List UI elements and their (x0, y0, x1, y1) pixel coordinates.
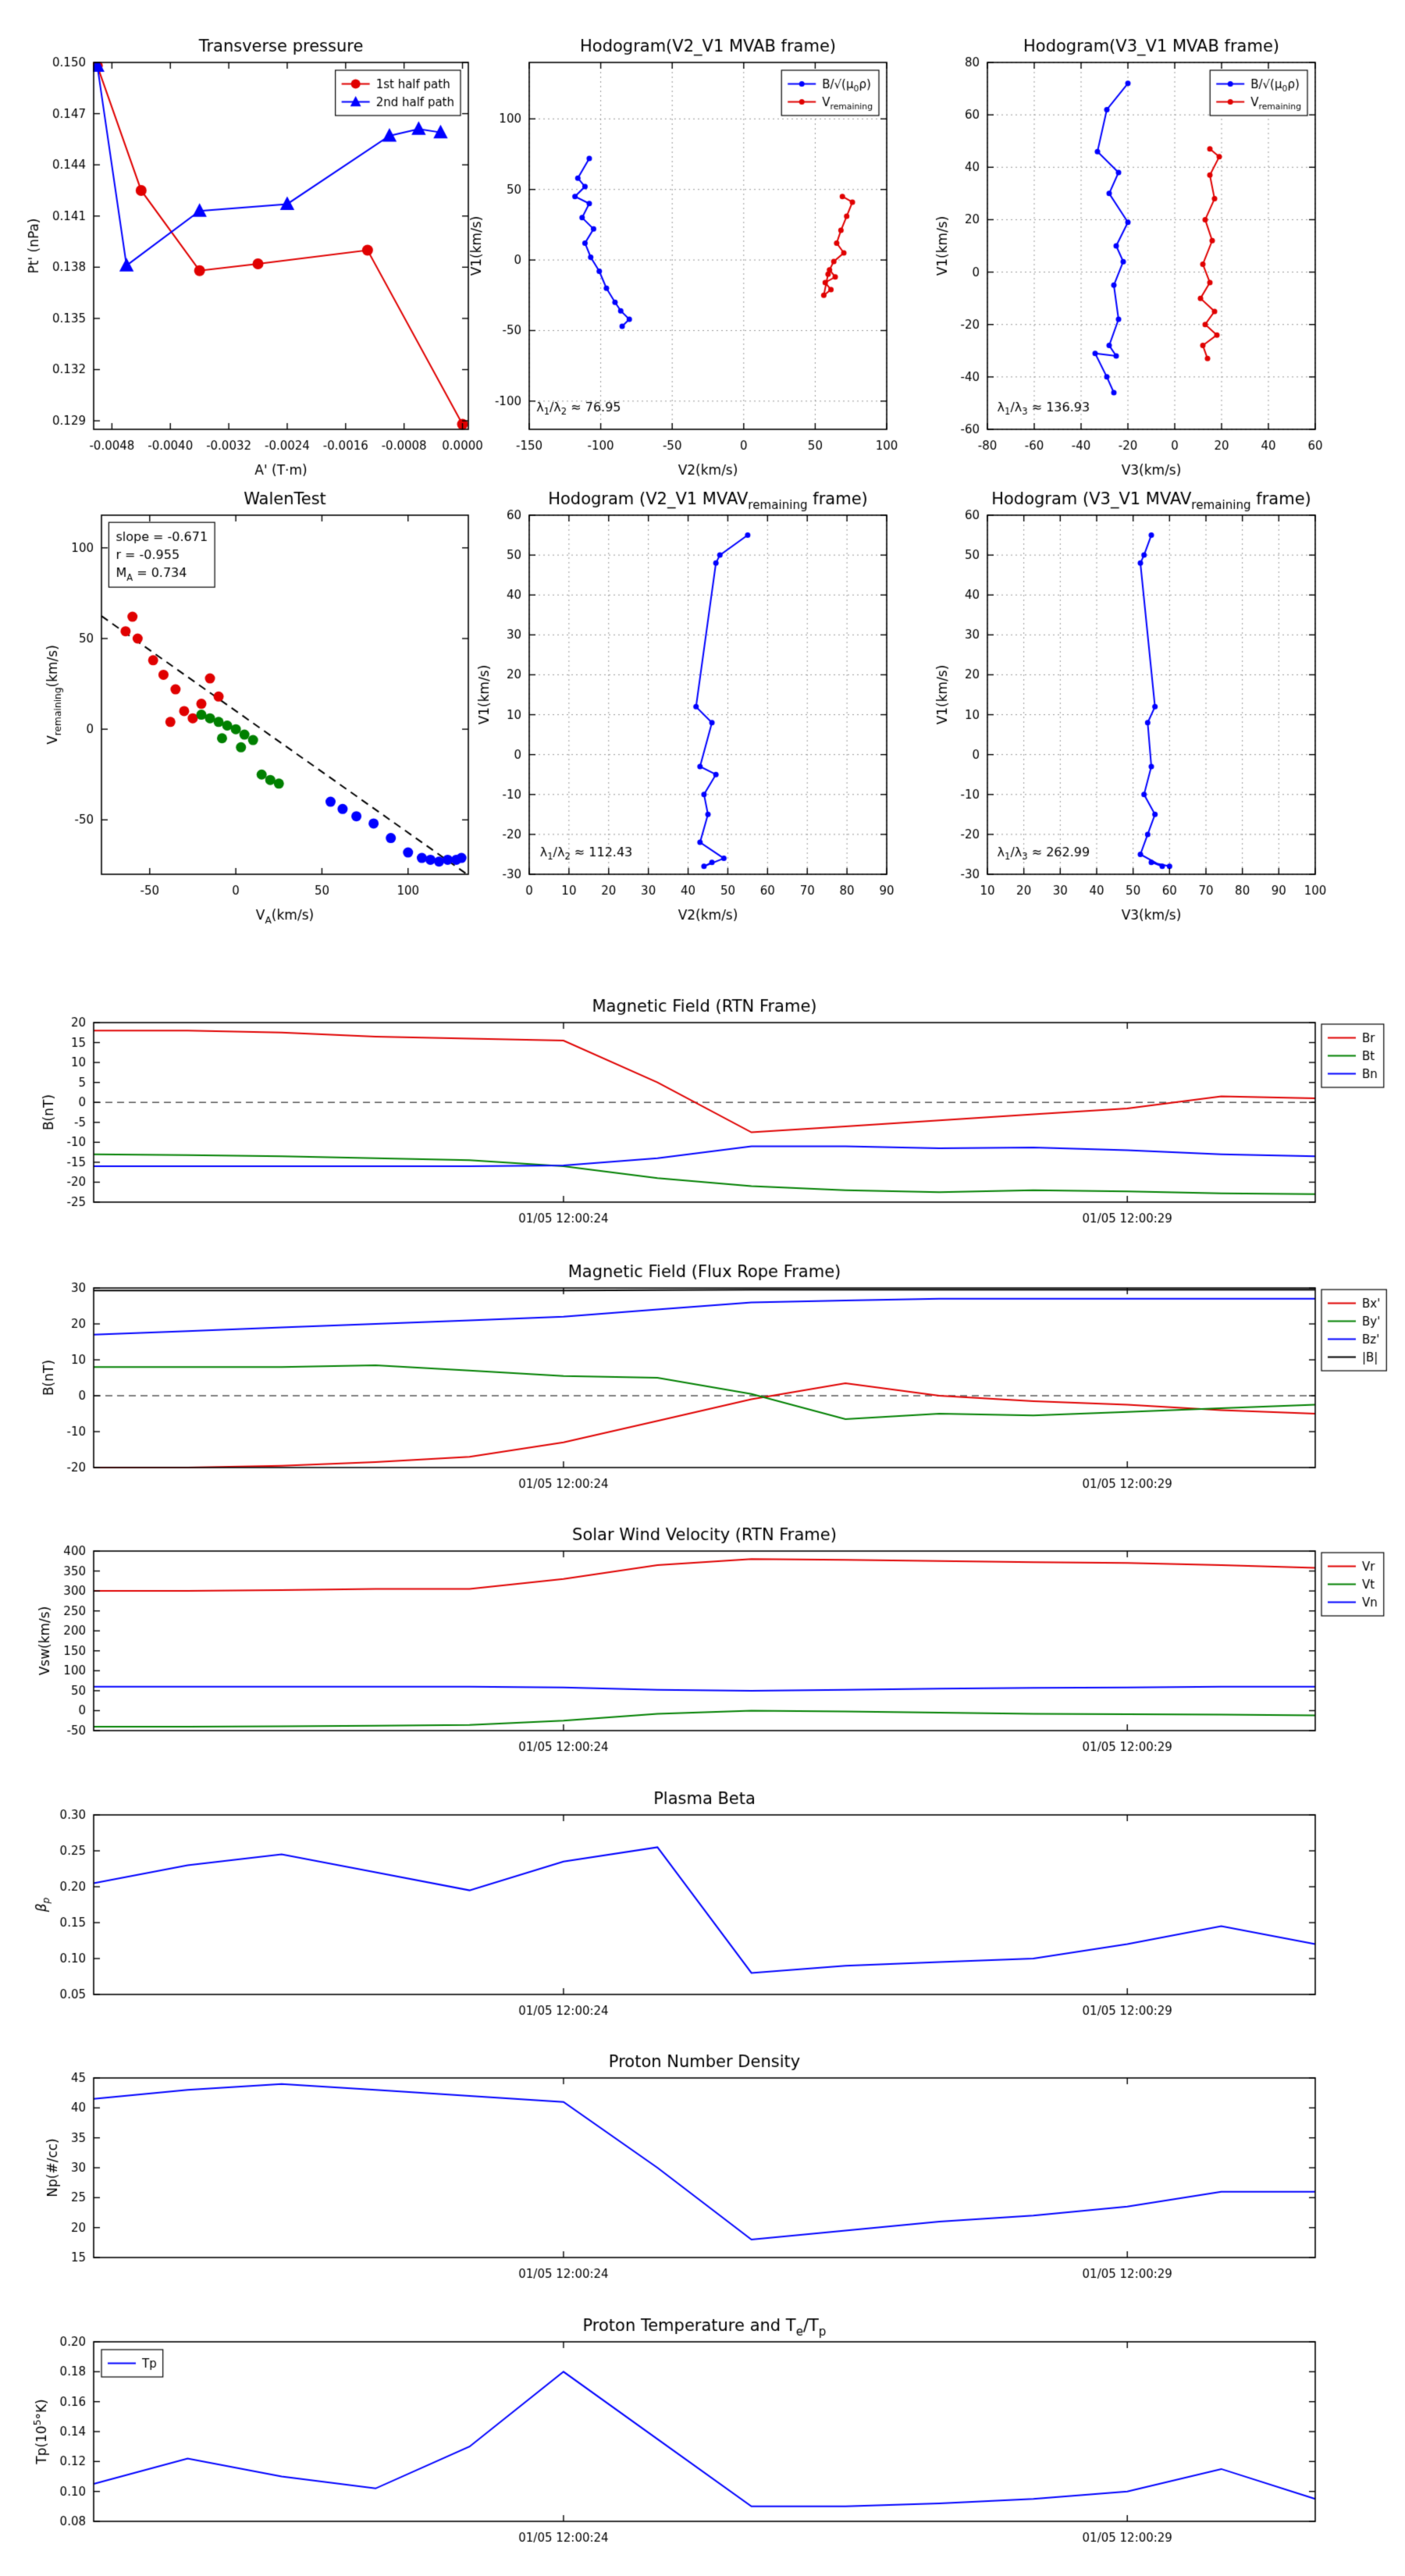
panel-hodogram-v2v1-mvav (529, 515, 887, 874)
panel-hodogram-v3v1-mvab (987, 62, 1315, 429)
panel-walen-test (101, 515, 468, 874)
panel-hodogram-v3v1-mvav (987, 515, 1315, 874)
panel-solar-wind-velocity-rtn (94, 1551, 1315, 1731)
panel-transverse-pressure (94, 62, 468, 429)
panel-magnetic-field-flux-rope (94, 1288, 1315, 1468)
panel-plasma-beta (94, 1815, 1315, 1994)
panel-hodogram-v2v1-mvab (529, 62, 887, 429)
panel-proton-number-density (94, 2078, 1315, 2258)
panel-proton-temperature (94, 2342, 1315, 2521)
panel-magnetic-field-rtn (94, 1023, 1315, 1202)
